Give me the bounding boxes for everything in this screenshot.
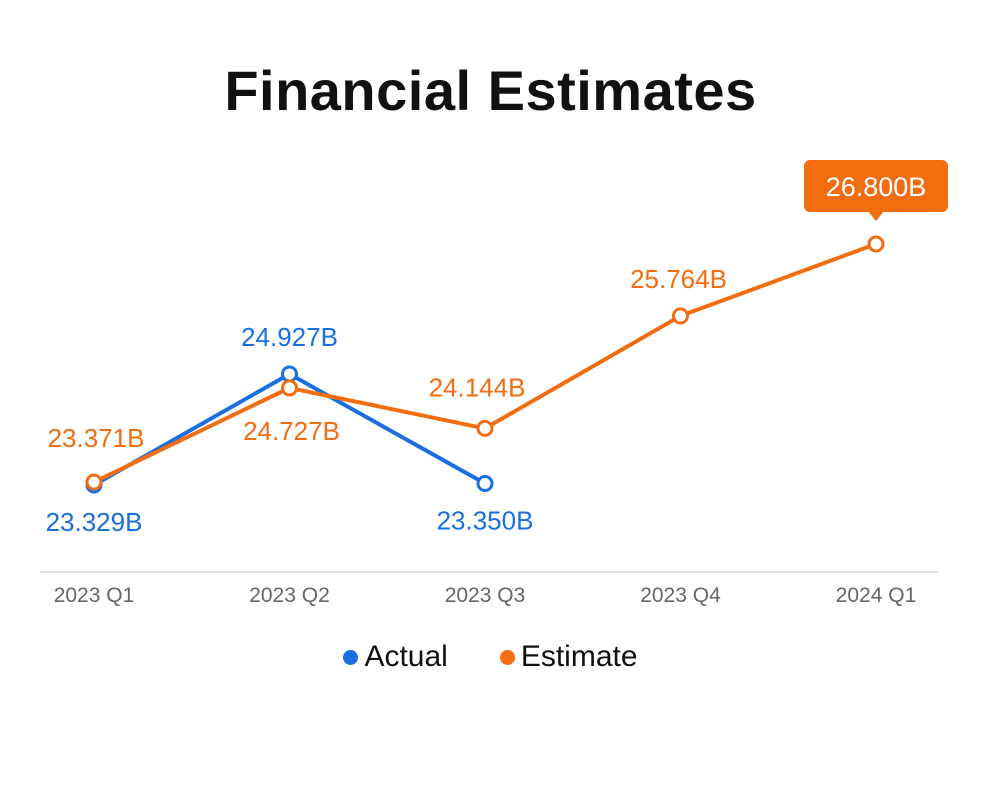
legend-label-estimate: Estimate [520,640,638,673]
data-point-actual[interactable] [281,365,298,383]
data-label-actual: 24.927B [241,322,338,352]
data-label-actual: 23.350B [437,506,534,536]
data-point-estimate[interactable] [672,307,689,325]
data-point-estimate[interactable] [281,379,298,397]
data-label-estimate: 24.144B [429,372,526,402]
legend-item-estimate[interactable]: Estimate [499,640,638,674]
legend: Actual Estimate [0,640,981,674]
highlight-tooltip-box [804,160,948,212]
data-point-estimate[interactable] [476,419,494,437]
legend-marker-actual [343,649,359,665]
data-label-estimate: 24.727B [243,416,340,446]
legend-label-actual: Actual [364,640,448,673]
data-point-actual[interactable] [476,475,494,493]
data-point-estimate[interactable] [85,473,103,491]
data-label-actual: 23.329B [46,507,143,537]
highlight-tooltip-pointer [868,211,884,221]
series-line-estimate [92,242,878,485]
chart-title: Financial Estimates [224,59,757,122]
legend-marker-estimate [499,649,515,665]
x-tick-label: 2023 Q3 [445,584,526,607]
data-point-estimate[interactable] [867,235,885,253]
data-label-estimate: 25.764B [630,264,727,294]
x-tick-label: 2023 Q4 [640,584,721,607]
legend-item-actual[interactable]: Actual [343,640,448,674]
x-tick-label: 2023 Q2 [249,584,330,607]
highlight-tooltip-label: 26.800B [826,172,927,202]
data-label-estimate: 23.371B [48,423,145,453]
x-tick-label: 2023 Q1 [54,584,135,607]
x-tick-label: 2024 Q1 [836,584,917,607]
